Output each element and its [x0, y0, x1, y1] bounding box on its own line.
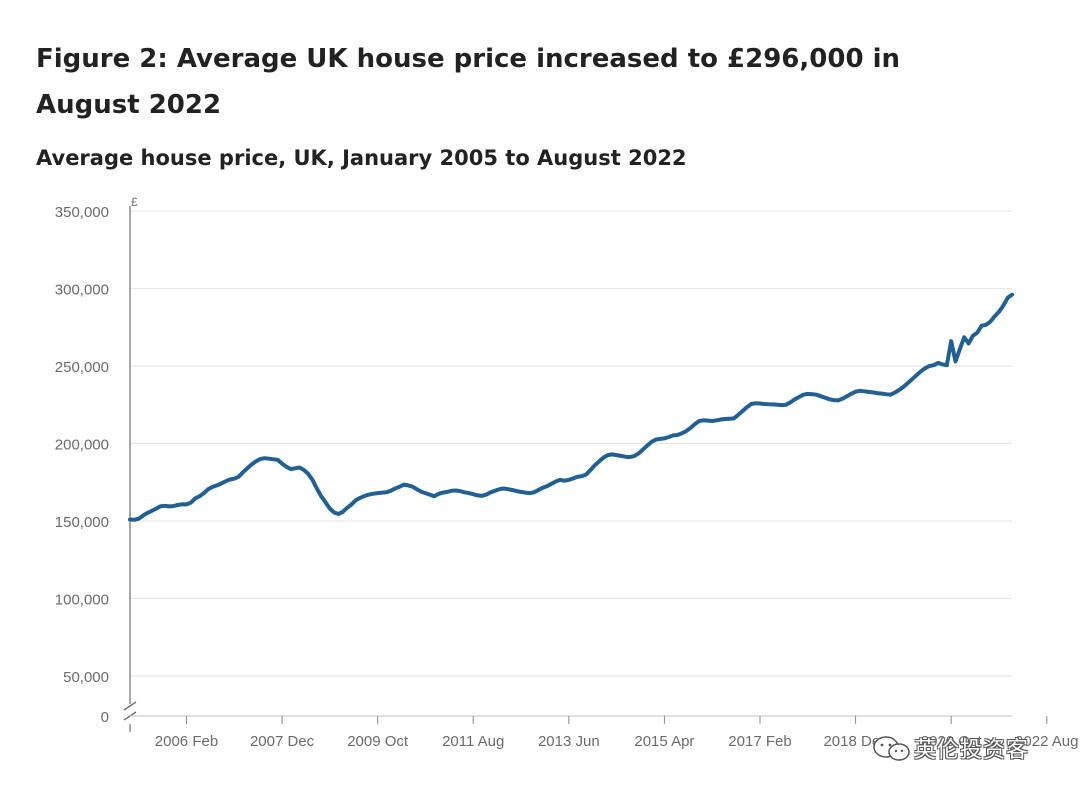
x-tick-label: 2007 Dec [250, 733, 315, 750]
y-tick-label: 100,000 [55, 592, 109, 609]
gridlines [130, 210, 1012, 677]
price-line [128, 292, 1014, 522]
x-tick-label: 2006 Feb [155, 733, 218, 750]
x-tick-label: 2013 Jun [538, 733, 600, 750]
x-axis-ticks: 2006 Feb 2007 Dec 2009 Oct 2011 Aug 2013 Jun… [155, 716, 1078, 750]
x-tick-label: 2022 Aug [1015, 733, 1078, 750]
y-tick-label: 150,000 [55, 514, 109, 531]
x-tick-label: 2011 Aug [442, 733, 504, 750]
y-tick-label: 350,000 [55, 204, 109, 221]
axis-break-mark [123, 701, 137, 711]
x-tick-label: 2017 Feb [728, 733, 791, 750]
y-tick-label: 200,000 [55, 437, 109, 454]
x-tick-label: 2015 Apr [634, 733, 694, 750]
axes [123, 206, 1012, 732]
wechat-icon [873, 736, 910, 761]
x-tick-label: 2018 Dec [823, 733, 888, 750]
watermark-text: 英伦投资客 [914, 738, 1030, 763]
series-group [128, 292, 1014, 522]
y-tick-label: 0 [101, 709, 109, 726]
y-axis-unit: £ [131, 195, 138, 209]
chart-title: Average house price, UK, January 2005 to… [36, 146, 687, 170]
y-axis-ticks: 0 50,000 100,000 150,000 200,000 250,000 300,0… [55, 204, 109, 726]
y-tick-label: 50,000 [63, 669, 109, 686]
y-tick-label: 300,000 [55, 282, 109, 299]
x-tick-label: 2020 Oct [921, 733, 983, 750]
x-tick-label: 2009 Oct [347, 733, 409, 750]
y-tick-label: 250,000 [55, 359, 109, 376]
figure-title: Figure 2: Average UK house price increas… [36, 44, 901, 120]
